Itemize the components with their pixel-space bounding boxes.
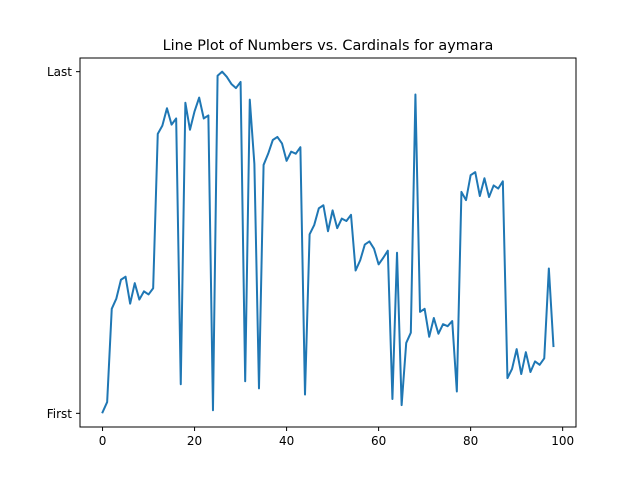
x-tick-label: 20 bbox=[187, 434, 202, 448]
y-tick-label: First bbox=[47, 407, 73, 421]
x-tick-label: 40 bbox=[279, 434, 294, 448]
x-tick-label: 80 bbox=[463, 434, 478, 448]
x-tick-label: 100 bbox=[551, 434, 574, 448]
chart-title: Line Plot of Numbers vs. Cardinals for a… bbox=[163, 38, 494, 54]
x-tick-label: 0 bbox=[99, 434, 107, 448]
y-axis-ticks: First Last bbox=[47, 65, 80, 421]
x-axis-ticks: 0 20 40 60 80 100 bbox=[99, 427, 574, 448]
series-line bbox=[101, 70, 555, 414]
x-tick-label: 60 bbox=[371, 434, 386, 448]
plot-area-frame bbox=[79, 57, 577, 428]
y-tick-label: Last bbox=[47, 65, 72, 79]
